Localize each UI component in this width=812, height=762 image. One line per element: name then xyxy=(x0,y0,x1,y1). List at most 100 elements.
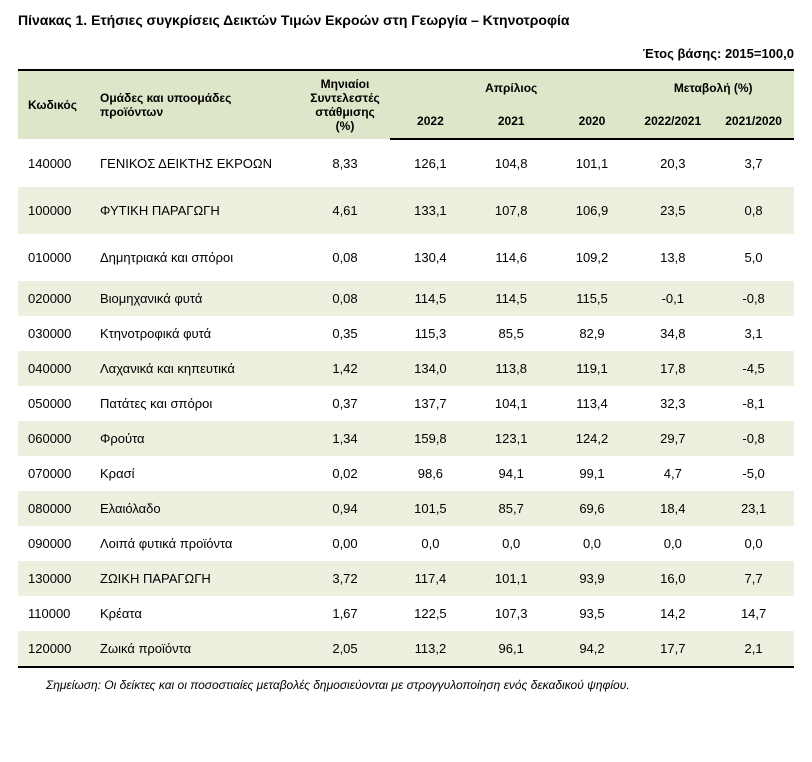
cell-change-21-20: -8,1 xyxy=(713,386,794,421)
cell-group: Πατάτες και σπόροι xyxy=(90,386,300,421)
table-row: 040000Λαχανικά και κηπευτικά1,42134,0113… xyxy=(18,351,794,386)
cell-change-21-20: 14,7 xyxy=(713,596,794,631)
cell-group: Δημητριακά και σπόροι xyxy=(90,234,300,281)
cell-2022: 159,8 xyxy=(390,421,471,456)
cell-2022: 126,1 xyxy=(390,139,471,187)
cell-group: Ελαιόλαδο xyxy=(90,491,300,526)
cell-change-21-20: 23,1 xyxy=(713,491,794,526)
col-header-2020: 2020 xyxy=(552,105,633,140)
cell-2022: 0,0 xyxy=(390,526,471,561)
cell-change-22-21: 0,0 xyxy=(632,526,713,561)
cell-change-21-20: 5,0 xyxy=(713,234,794,281)
cell-2021: 107,8 xyxy=(471,187,552,234)
cell-2020: 119,1 xyxy=(552,351,633,386)
cell-code: 130000 xyxy=(18,561,90,596)
cell-change-22-21: 13,8 xyxy=(632,234,713,281)
table-row: 060000Φρούτα1,34159,8123,1124,229,7-0,8 xyxy=(18,421,794,456)
cell-2020: 99,1 xyxy=(552,456,633,491)
cell-2020: 113,4 xyxy=(552,386,633,421)
table-body: 140000ΓΕΝΙΚΟΣ ΔΕΙΚΤΗΣ ΕΚΡΟΩΝ8,33126,1104… xyxy=(18,139,794,667)
cell-2021: 113,8 xyxy=(471,351,552,386)
cell-code: 030000 xyxy=(18,316,90,351)
cell-2022: 115,3 xyxy=(390,316,471,351)
cell-2021: 85,5 xyxy=(471,316,552,351)
cell-group: Κρασί xyxy=(90,456,300,491)
cell-change-22-21: 20,3 xyxy=(632,139,713,187)
cell-weight: 4,61 xyxy=(300,187,390,234)
cell-2020: 101,1 xyxy=(552,139,633,187)
cell-change-22-21: 4,7 xyxy=(632,456,713,491)
footnote: Σημείωση: Οι δείκτες και οι ποσοστιαίες … xyxy=(18,678,794,692)
cell-code: 080000 xyxy=(18,491,90,526)
cell-2022: 137,7 xyxy=(390,386,471,421)
cell-group: Κτηνοτροφικά φυτά xyxy=(90,316,300,351)
cell-change-21-20: -4,5 xyxy=(713,351,794,386)
cell-code: 140000 xyxy=(18,139,90,187)
cell-change-21-20: 2,1 xyxy=(713,631,794,667)
col-header-21-20: 2021/2020 xyxy=(713,105,794,140)
col-header-weight: Μηνιαίοι Συντελεστές στάθμισης (%) xyxy=(300,70,390,139)
cell-change-22-21: 29,7 xyxy=(632,421,713,456)
cell-2021: 107,3 xyxy=(471,596,552,631)
col-header-2021: 2021 xyxy=(471,105,552,140)
cell-code: 100000 xyxy=(18,187,90,234)
cell-weight: 3,72 xyxy=(300,561,390,596)
cell-group: ΓΕΝΙΚΟΣ ΔΕΙΚΤΗΣ ΕΚΡΟΩΝ xyxy=(90,139,300,187)
col-header-april: Απρίλιος xyxy=(390,70,632,105)
cell-weight: 2,05 xyxy=(300,631,390,667)
cell-2022: 134,0 xyxy=(390,351,471,386)
cell-code: 020000 xyxy=(18,281,90,316)
cell-weight: 0,94 xyxy=(300,491,390,526)
cell-2021: 94,1 xyxy=(471,456,552,491)
cell-2021: 104,1 xyxy=(471,386,552,421)
cell-2021: 114,5 xyxy=(471,281,552,316)
table-row: 070000Κρασί0,0298,694,199,14,7-5,0 xyxy=(18,456,794,491)
table-row: 010000Δημητριακά και σπόροι0,08130,4114,… xyxy=(18,234,794,281)
cell-change-21-20: 3,1 xyxy=(713,316,794,351)
cell-code: 070000 xyxy=(18,456,90,491)
cell-group: ΖΩΙΚΗ ΠΑΡΑΓΩΓΗ xyxy=(90,561,300,596)
cell-2020: 0,0 xyxy=(552,526,633,561)
table-row: 020000Βιομηχανικά φυτά0,08114,5114,5115,… xyxy=(18,281,794,316)
cell-weight: 0,37 xyxy=(300,386,390,421)
cell-2022: 117,4 xyxy=(390,561,471,596)
cell-2020: 94,2 xyxy=(552,631,633,667)
cell-2020: 69,6 xyxy=(552,491,633,526)
cell-2020: 124,2 xyxy=(552,421,633,456)
price-index-table: Κωδικός Ομάδες και υποομάδες προϊόντων Μ… xyxy=(18,69,794,668)
col-header-22-21: 2022/2021 xyxy=(632,105,713,140)
cell-weight: 1,34 xyxy=(300,421,390,456)
cell-code: 010000 xyxy=(18,234,90,281)
cell-change-22-21: 34,8 xyxy=(632,316,713,351)
cell-weight: 0,35 xyxy=(300,316,390,351)
cell-2021: 123,1 xyxy=(471,421,552,456)
cell-2020: 115,5 xyxy=(552,281,633,316)
cell-change-22-21: 16,0 xyxy=(632,561,713,596)
table-row: 080000Ελαιόλαδο0,94101,585,769,618,423,1 xyxy=(18,491,794,526)
cell-2022: 130,4 xyxy=(390,234,471,281)
cell-change-22-21: 17,7 xyxy=(632,631,713,667)
cell-change-21-20: -5,0 xyxy=(713,456,794,491)
cell-2020: 109,2 xyxy=(552,234,633,281)
cell-change-22-21: -0,1 xyxy=(632,281,713,316)
cell-2021: 85,7 xyxy=(471,491,552,526)
cell-weight: 0,08 xyxy=(300,281,390,316)
cell-2020: 106,9 xyxy=(552,187,633,234)
cell-2021: 114,6 xyxy=(471,234,552,281)
col-header-2022: 2022 xyxy=(390,105,471,140)
cell-2022: 98,6 xyxy=(390,456,471,491)
cell-group: Φρούτα xyxy=(90,421,300,456)
cell-weight: 1,42 xyxy=(300,351,390,386)
col-header-code: Κωδικός xyxy=(18,70,90,139)
cell-code: 120000 xyxy=(18,631,90,667)
table-row: 050000Πατάτες και σπόροι0,37137,7104,111… xyxy=(18,386,794,421)
table-title: Πίνακας 1. Ετήσιες συγκρίσεις Δεικτών Τι… xyxy=(18,12,794,28)
cell-2021: 0,0 xyxy=(471,526,552,561)
cell-group: ΦΥΤΙΚΗ ΠΑΡΑΓΩΓΗ xyxy=(90,187,300,234)
table-row: 090000Λοιπά φυτικά προϊόντα0,000,00,00,0… xyxy=(18,526,794,561)
cell-change-22-21: 18,4 xyxy=(632,491,713,526)
cell-2021: 104,8 xyxy=(471,139,552,187)
cell-weight: 0,08 xyxy=(300,234,390,281)
cell-weight: 1,67 xyxy=(300,596,390,631)
cell-code: 110000 xyxy=(18,596,90,631)
